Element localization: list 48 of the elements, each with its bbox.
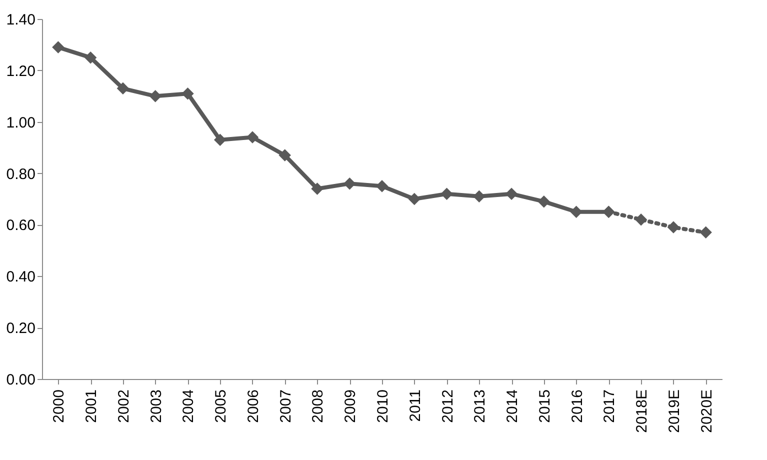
x-tick-label: 2018E	[634, 390, 651, 433]
x-tick-label: 2017	[601, 390, 618, 423]
x-tick-label: 2011	[406, 390, 424, 422]
point	[570, 206, 582, 218]
x-tick-label: 2006	[244, 390, 262, 423]
point	[311, 182, 324, 195]
point	[278, 149, 291, 162]
y-tick-label: 0.00	[6, 372, 36, 388]
point	[440, 188, 453, 200]
point	[505, 188, 518, 200]
point	[376, 180, 388, 192]
x-tick-label: 2013	[472, 390, 489, 423]
point	[634, 213, 648, 226]
x-tick-label: 2002	[115, 390, 132, 423]
y-tick-label: 1.00	[6, 114, 36, 132]
point	[408, 192, 421, 206]
x-tick-label: 2000	[50, 390, 68, 423]
point	[84, 51, 97, 64]
x-tick-label: 2001	[83, 390, 100, 423]
y-tick-label: 0.20	[6, 320, 36, 338]
x-tick-label: 2004	[180, 390, 198, 423]
x-tick-label: 2007	[277, 390, 294, 423]
x-tick-label: 2008	[310, 390, 327, 423]
y-tick-label: 1.20	[6, 62, 36, 80]
x-tick-label: 2019E	[666, 390, 683, 433]
point	[52, 41, 64, 54]
point	[116, 82, 130, 95]
x-tick-label: 2010	[374, 390, 392, 423]
point	[538, 195, 550, 208]
point	[182, 87, 194, 100]
x-tick-label: 2020E	[698, 390, 716, 433]
x-tick-label: 2015	[536, 390, 554, 423]
x-tick-label: 2005	[212, 390, 230, 423]
y-tick-label: 1.40	[6, 12, 36, 28]
x-tick-label: 2003	[148, 390, 165, 423]
x-tick-label: 2009	[342, 390, 360, 423]
y-tick-label: 0.40	[6, 268, 36, 286]
point	[667, 221, 680, 234]
point	[149, 90, 162, 102]
point	[473, 190, 486, 203]
point	[700, 226, 712, 239]
x-tick-label: 2014	[504, 390, 522, 423]
x-tick-label: 2016	[568, 390, 586, 423]
point	[602, 206, 615, 218]
y-tick-label: 0.60	[6, 217, 36, 234]
x-tick-label: 2012	[439, 390, 456, 423]
point	[246, 131, 259, 144]
y-tick-label: 0.80	[6, 166, 36, 183]
